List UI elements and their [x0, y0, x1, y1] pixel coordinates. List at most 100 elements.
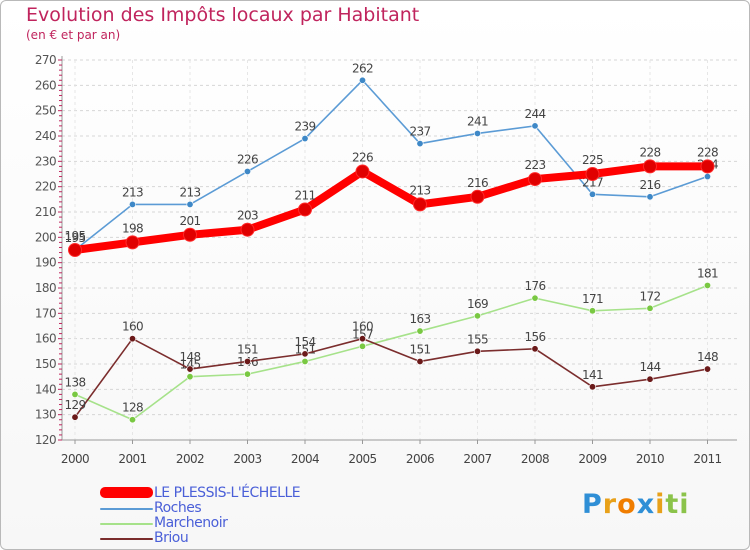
data-label: 201	[179, 214, 200, 228]
data-point	[588, 307, 596, 315]
y-tick-label: 250	[35, 104, 56, 118]
data-point	[186, 365, 194, 373]
data-point	[646, 193, 654, 201]
data-label: 169	[467, 297, 488, 311]
data-point	[703, 173, 711, 181]
data-point	[358, 342, 366, 350]
data-point	[703, 281, 711, 289]
legend-label: LE PLESSIS-L'ÉCHELLE	[154, 485, 301, 501]
data-label: 195	[64, 231, 85, 245]
x-tick-label: 2003	[233, 452, 261, 466]
y-tick-label: 260	[35, 78, 56, 92]
y-tick-label: 140	[35, 382, 56, 396]
data-label: 151	[237, 342, 258, 356]
data-label: 239	[294, 120, 315, 134]
data-point	[129, 200, 137, 208]
data-point	[700, 159, 715, 174]
x-tick-label: 2005	[348, 452, 376, 466]
y-tick-label: 210	[35, 205, 56, 219]
data-point	[416, 140, 424, 148]
data-label: 148	[179, 350, 200, 364]
data-label: 172	[639, 289, 660, 303]
data-point	[470, 189, 485, 204]
data-point	[298, 202, 312, 217]
x-tick-label: 2000	[61, 452, 89, 466]
x-tick-label: 2006	[406, 452, 434, 466]
data-label: 203	[237, 209, 258, 223]
series-line	[71, 162, 712, 254]
y-tick-label: 190	[35, 256, 56, 270]
x-tick-label: 2008	[521, 452, 549, 466]
data-label: 156	[524, 330, 545, 344]
data-point	[68, 243, 82, 257]
data-label: 226	[352, 150, 373, 164]
data-point	[186, 373, 194, 381]
logo-letter: x	[636, 489, 656, 520]
data-label: 213	[122, 185, 143, 199]
data-label: 262	[352, 61, 373, 75]
y-tick-label: 170	[35, 306, 56, 320]
legend-label: Marchenoir	[154, 515, 228, 531]
data-point	[703, 365, 711, 373]
legend-swatch	[100, 508, 153, 510]
x-tick-label: 2010	[636, 452, 664, 466]
data-label: 129	[64, 398, 85, 412]
data-point	[301, 357, 309, 365]
data-label: 151	[409, 342, 430, 356]
data-point	[643, 159, 657, 174]
data-label: 213	[409, 183, 430, 197]
x-tick-label: 2011	[693, 452, 721, 466]
x-tick-label: 2009	[578, 452, 606, 466]
legend-label: Roches	[154, 500, 202, 516]
data-label: 195	[64, 229, 85, 243]
y-tick-label: 120	[35, 433, 56, 447]
data-point	[240, 222, 255, 237]
data-point	[129, 335, 137, 343]
data-point	[416, 327, 424, 335]
data-point	[358, 76, 366, 84]
y-tick-label: 230	[35, 154, 56, 168]
y-tick-label: 200	[35, 230, 56, 244]
data-label: 223	[524, 158, 545, 172]
data-label: 138	[64, 375, 85, 389]
series-line	[74, 79, 709, 251]
data-point	[531, 294, 539, 302]
data-label: 157	[352, 327, 373, 341]
data-point	[186, 200, 194, 208]
data-point	[355, 164, 370, 179]
y-tick-label: 270	[35, 53, 56, 67]
data-label: 155	[467, 332, 488, 346]
data-point	[531, 122, 539, 130]
data-point	[71, 390, 79, 398]
data-point	[244, 167, 252, 175]
data-point	[528, 172, 542, 187]
data-point	[531, 345, 539, 353]
y-tick-label: 240	[35, 129, 56, 143]
y-tick-label: 220	[35, 180, 56, 194]
data-label: 160	[122, 320, 143, 334]
data-label: 160	[352, 320, 373, 334]
data-point	[301, 135, 309, 143]
data-label: 217	[582, 175, 603, 189]
data-label: 241	[467, 114, 488, 128]
y-tick-label: 150	[35, 357, 56, 371]
data-point	[413, 197, 427, 212]
data-label: 211	[294, 188, 315, 202]
data-label: 181	[697, 266, 718, 280]
logo-letter: o	[617, 489, 637, 520]
logo-letter: r	[602, 489, 618, 520]
data-label: 198	[122, 221, 143, 235]
data-label: 225	[582, 153, 603, 167]
data-point	[244, 370, 252, 378]
data-label: 237	[409, 125, 430, 139]
data-label: 176	[524, 279, 545, 293]
x-tick-label: 2004	[291, 452, 319, 466]
data-label: 228	[697, 145, 718, 159]
data-label: 128	[122, 401, 143, 415]
data-label: 216	[639, 178, 660, 192]
x-tick-label: 2007	[463, 452, 491, 466]
data-point	[585, 167, 600, 181]
legend-swatch	[100, 523, 153, 525]
